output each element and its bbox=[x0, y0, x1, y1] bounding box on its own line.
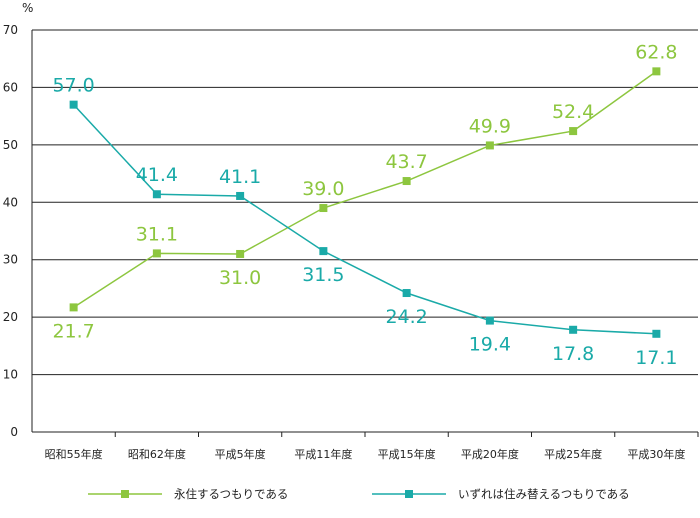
series-line-2 bbox=[73, 104, 657, 335]
data-label: 24.2 bbox=[385, 306, 427, 328]
data-point-marker bbox=[69, 100, 78, 109]
data-point-marker bbox=[152, 249, 161, 258]
data-point-marker bbox=[152, 190, 161, 199]
series-line-1 bbox=[73, 70, 657, 309]
x-category-label: 平成11年度 bbox=[294, 447, 352, 461]
legend-swatch-marker bbox=[405, 490, 413, 498]
data-label: 43.7 bbox=[385, 151, 427, 173]
legend-label: いずれは住み替えるつもりである bbox=[458, 487, 630, 501]
data-label: 41.1 bbox=[219, 166, 261, 188]
data-label: 17.1 bbox=[635, 347, 677, 369]
x-category-label: 昭和55年度 bbox=[45, 447, 103, 461]
x-category-label: 平成30年度 bbox=[627, 447, 685, 461]
data-point-marker bbox=[236, 191, 245, 200]
y-tick-label: 0 bbox=[10, 425, 18, 439]
y-tick-label: 10 bbox=[3, 368, 18, 382]
data-label: 31.5 bbox=[302, 264, 344, 286]
y-tick-label: 20 bbox=[3, 310, 18, 324]
data-label: 21.7 bbox=[52, 320, 94, 342]
x-category-label: 平成5年度 bbox=[215, 447, 266, 461]
data-label: 19.4 bbox=[469, 334, 511, 356]
data-point-marker bbox=[652, 329, 661, 338]
data-point-marker bbox=[402, 177, 411, 186]
data-label: 49.9 bbox=[469, 115, 511, 137]
data-point-marker bbox=[569, 325, 578, 334]
y-tick-label: 50 bbox=[3, 138, 18, 152]
data-label: 62.8 bbox=[635, 41, 677, 63]
data-point-marker bbox=[69, 303, 78, 312]
data-label: 31.1 bbox=[136, 223, 178, 245]
data-label: 17.8 bbox=[552, 343, 594, 365]
x-category-label: 昭和62年度 bbox=[128, 447, 186, 461]
data-point-marker bbox=[319, 204, 328, 213]
x-category-label: 平成20年度 bbox=[461, 447, 519, 461]
y-tick-label: 70 bbox=[3, 23, 18, 37]
data-label: 41.4 bbox=[136, 164, 178, 186]
x-category-label: 平成15年度 bbox=[378, 447, 436, 461]
data-label: 39.0 bbox=[302, 178, 344, 200]
y-axis-unit-label: % bbox=[22, 1, 33, 15]
data-point-marker bbox=[236, 249, 245, 258]
data-point-marker bbox=[402, 289, 411, 298]
y-tick-label: 30 bbox=[3, 253, 18, 267]
data-point-marker bbox=[485, 141, 494, 150]
data-point-marker bbox=[319, 247, 328, 256]
y-tick-label: 60 bbox=[3, 80, 18, 94]
legend-swatch-marker bbox=[121, 490, 129, 498]
data-label: 31.0 bbox=[219, 267, 261, 289]
data-point-marker bbox=[569, 127, 578, 136]
legend-label: 永住するつもりである bbox=[174, 487, 288, 501]
x-category-label: 平成25年度 bbox=[544, 447, 602, 461]
y-tick-label: 40 bbox=[3, 195, 18, 209]
data-point-marker bbox=[485, 316, 494, 325]
data-label: 57.0 bbox=[52, 75, 94, 97]
data-point-marker bbox=[652, 67, 661, 76]
data-label: 52.4 bbox=[552, 101, 594, 123]
